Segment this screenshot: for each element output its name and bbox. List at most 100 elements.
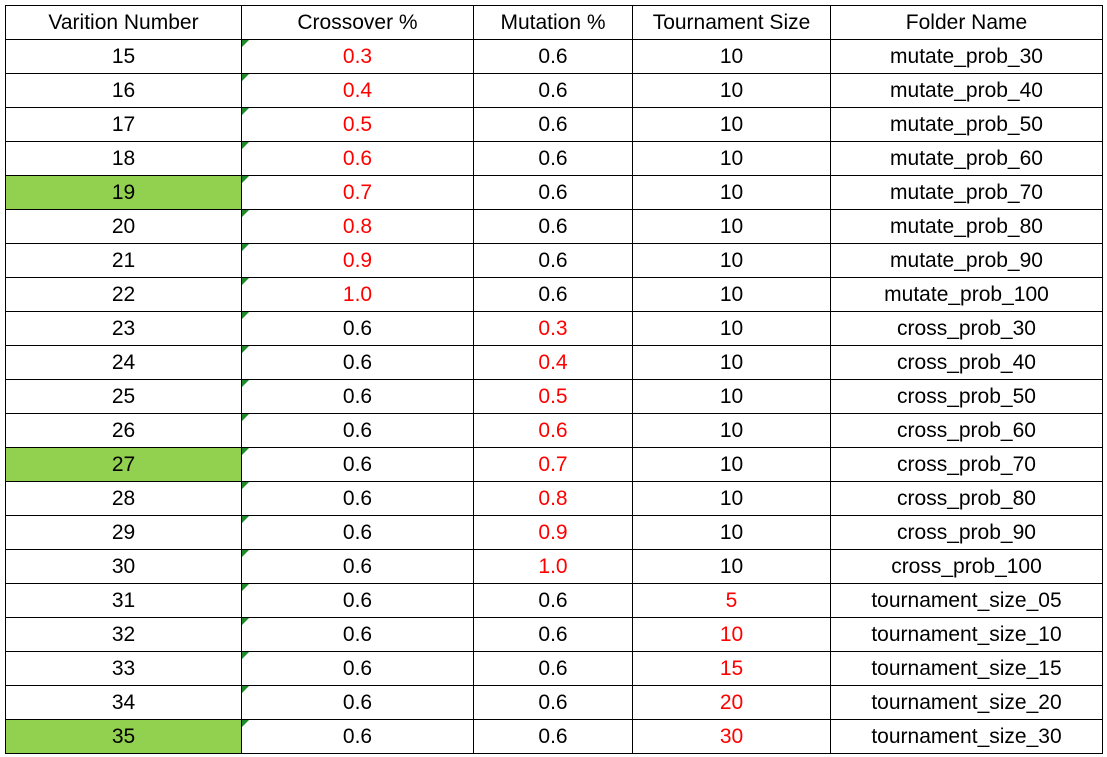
mutation-cell[interactable]: 0.6 xyxy=(473,175,633,210)
mutation-cell[interactable]: 0.6 xyxy=(473,73,633,108)
crossover-cell[interactable]: 0.8 xyxy=(241,209,474,244)
mutation-cell[interactable]: 0.7 xyxy=(473,447,633,482)
folder-name-cell[interactable]: mutate_prob_90 xyxy=(830,243,1103,278)
tournament-size-cell[interactable]: 10 xyxy=(632,107,831,142)
mutation-cell[interactable]: 0.6 xyxy=(473,583,633,618)
tournament-size-cell[interactable]: 10 xyxy=(632,481,831,516)
variation-number-cell[interactable]: 15 xyxy=(5,39,242,74)
folder-name-cell[interactable]: mutate_prob_80 xyxy=(830,209,1103,244)
variation-number-cell[interactable]: 27 xyxy=(5,447,242,482)
crossover-cell[interactable]: 0.3 xyxy=(241,39,474,74)
tournament-size-cell[interactable]: 15 xyxy=(632,651,831,686)
folder-name-cell[interactable]: cross_prob_90 xyxy=(830,515,1103,550)
variation-number-cell[interactable]: 33 xyxy=(5,651,242,686)
mutation-cell[interactable]: 0.8 xyxy=(473,481,633,516)
folder-name-cell[interactable]: tournament_size_10 xyxy=(830,617,1103,652)
crossover-cell[interactable]: 0.6 xyxy=(241,515,474,550)
header-variation-number[interactable]: Varition Number xyxy=(5,5,242,40)
header-mutation[interactable]: Mutation % xyxy=(473,5,633,40)
mutation-cell[interactable]: 0.6 xyxy=(473,651,633,686)
header-tournament-size[interactable]: Tournament Size xyxy=(632,5,831,40)
mutation-cell[interactable]: 1.0 xyxy=(473,549,633,584)
mutation-cell[interactable]: 0.6 xyxy=(473,719,633,754)
tournament-size-cell[interactable]: 10 xyxy=(632,549,831,584)
crossover-cell[interactable]: 0.5 xyxy=(241,107,474,142)
tournament-size-cell[interactable]: 20 xyxy=(632,685,831,720)
tournament-size-cell[interactable]: 10 xyxy=(632,379,831,414)
mutation-cell[interactable]: 0.6 xyxy=(473,141,633,176)
mutation-cell[interactable]: 0.6 xyxy=(473,277,633,312)
tournament-size-cell[interactable]: 10 xyxy=(632,277,831,312)
mutation-cell[interactable]: 0.9 xyxy=(473,515,633,550)
mutation-cell[interactable]: 0.6 xyxy=(473,107,633,142)
folder-name-cell[interactable]: cross_prob_70 xyxy=(830,447,1103,482)
crossover-cell[interactable]: 0.6 xyxy=(241,617,474,652)
variation-number-cell[interactable]: 30 xyxy=(5,549,242,584)
tournament-size-cell[interactable]: 10 xyxy=(632,617,831,652)
variation-number-cell[interactable]: 25 xyxy=(5,379,242,414)
tournament-size-cell[interactable]: 10 xyxy=(632,209,831,244)
variation-number-cell[interactable]: 32 xyxy=(5,617,242,652)
folder-name-cell[interactable]: cross_prob_80 xyxy=(830,481,1103,516)
crossover-cell[interactable]: 0.6 xyxy=(241,719,474,754)
variation-number-cell[interactable]: 24 xyxy=(5,345,242,380)
variation-number-cell[interactable]: 26 xyxy=(5,413,242,448)
tournament-size-cell[interactable]: 10 xyxy=(632,413,831,448)
variation-number-cell[interactable]: 28 xyxy=(5,481,242,516)
variation-number-cell[interactable]: 19 xyxy=(5,175,242,210)
tournament-size-cell[interactable]: 30 xyxy=(632,719,831,754)
header-crossover[interactable]: Crossover % xyxy=(241,5,474,40)
folder-name-cell[interactable]: cross_prob_40 xyxy=(830,345,1103,380)
crossover-cell[interactable]: 0.6 xyxy=(241,651,474,686)
folder-name-cell[interactable]: mutate_prob_100 xyxy=(830,277,1103,312)
crossover-cell[interactable]: 0.6 xyxy=(241,413,474,448)
variation-number-cell[interactable]: 16 xyxy=(5,73,242,108)
mutation-cell[interactable]: 0.4 xyxy=(473,345,633,380)
variation-number-cell[interactable]: 35 xyxy=(5,719,242,754)
tournament-size-cell[interactable]: 10 xyxy=(632,73,831,108)
tournament-size-cell[interactable]: 10 xyxy=(632,141,831,176)
tournament-size-cell[interactable]: 10 xyxy=(632,345,831,380)
crossover-cell[interactable]: 0.9 xyxy=(241,243,474,278)
mutation-cell[interactable]: 0.5 xyxy=(473,379,633,414)
crossover-cell[interactable]: 0.6 xyxy=(241,311,474,346)
crossover-cell[interactable]: 0.6 xyxy=(241,549,474,584)
variation-number-cell[interactable]: 20 xyxy=(5,209,242,244)
variation-number-cell[interactable]: 29 xyxy=(5,515,242,550)
folder-name-cell[interactable]: tournament_size_05 xyxy=(830,583,1103,618)
tournament-size-cell[interactable]: 5 xyxy=(632,583,831,618)
tournament-size-cell[interactable]: 10 xyxy=(632,447,831,482)
crossover-cell[interactable]: 0.6 xyxy=(241,583,474,618)
folder-name-cell[interactable]: cross_prob_60 xyxy=(830,413,1103,448)
crossover-cell[interactable]: 1.0 xyxy=(241,277,474,312)
folder-name-cell[interactable]: tournament_size_30 xyxy=(830,719,1103,754)
folder-name-cell[interactable]: mutate_prob_70 xyxy=(830,175,1103,210)
folder-name-cell[interactable]: mutate_prob_40 xyxy=(830,73,1103,108)
crossover-cell[interactable]: 0.4 xyxy=(241,73,474,108)
crossover-cell[interactable]: 0.6 xyxy=(241,685,474,720)
mutation-cell[interactable]: 0.6 xyxy=(473,209,633,244)
folder-name-cell[interactable]: tournament_size_20 xyxy=(830,685,1103,720)
mutation-cell[interactable]: 0.3 xyxy=(473,311,633,346)
folder-name-cell[interactable]: mutate_prob_50 xyxy=(830,107,1103,142)
mutation-cell[interactable]: 0.6 xyxy=(473,617,633,652)
tournament-size-cell[interactable]: 10 xyxy=(632,175,831,210)
crossover-cell[interactable]: 0.7 xyxy=(241,175,474,210)
mutation-cell[interactable]: 0.6 xyxy=(473,243,633,278)
folder-name-cell[interactable]: cross_prob_100 xyxy=(830,549,1103,584)
variation-number-cell[interactable]: 22 xyxy=(5,277,242,312)
folder-name-cell[interactable]: cross_prob_30 xyxy=(830,311,1103,346)
crossover-cell[interactable]: 0.6 xyxy=(241,447,474,482)
variation-number-cell[interactable]: 34 xyxy=(5,685,242,720)
variation-number-cell[interactable]: 18 xyxy=(5,141,242,176)
crossover-cell[interactable]: 0.6 xyxy=(241,345,474,380)
crossover-cell[interactable]: 0.6 xyxy=(241,481,474,516)
mutation-cell[interactable]: 0.6 xyxy=(473,685,633,720)
variation-number-cell[interactable]: 17 xyxy=(5,107,242,142)
folder-name-cell[interactable]: tournament_size_15 xyxy=(830,651,1103,686)
tournament-size-cell[interactable]: 10 xyxy=(632,39,831,74)
mutation-cell[interactable]: 0.6 xyxy=(473,39,633,74)
tournament-size-cell[interactable]: 10 xyxy=(632,243,831,278)
variation-number-cell[interactable]: 21 xyxy=(5,243,242,278)
folder-name-cell[interactable]: mutate_prob_30 xyxy=(830,39,1103,74)
